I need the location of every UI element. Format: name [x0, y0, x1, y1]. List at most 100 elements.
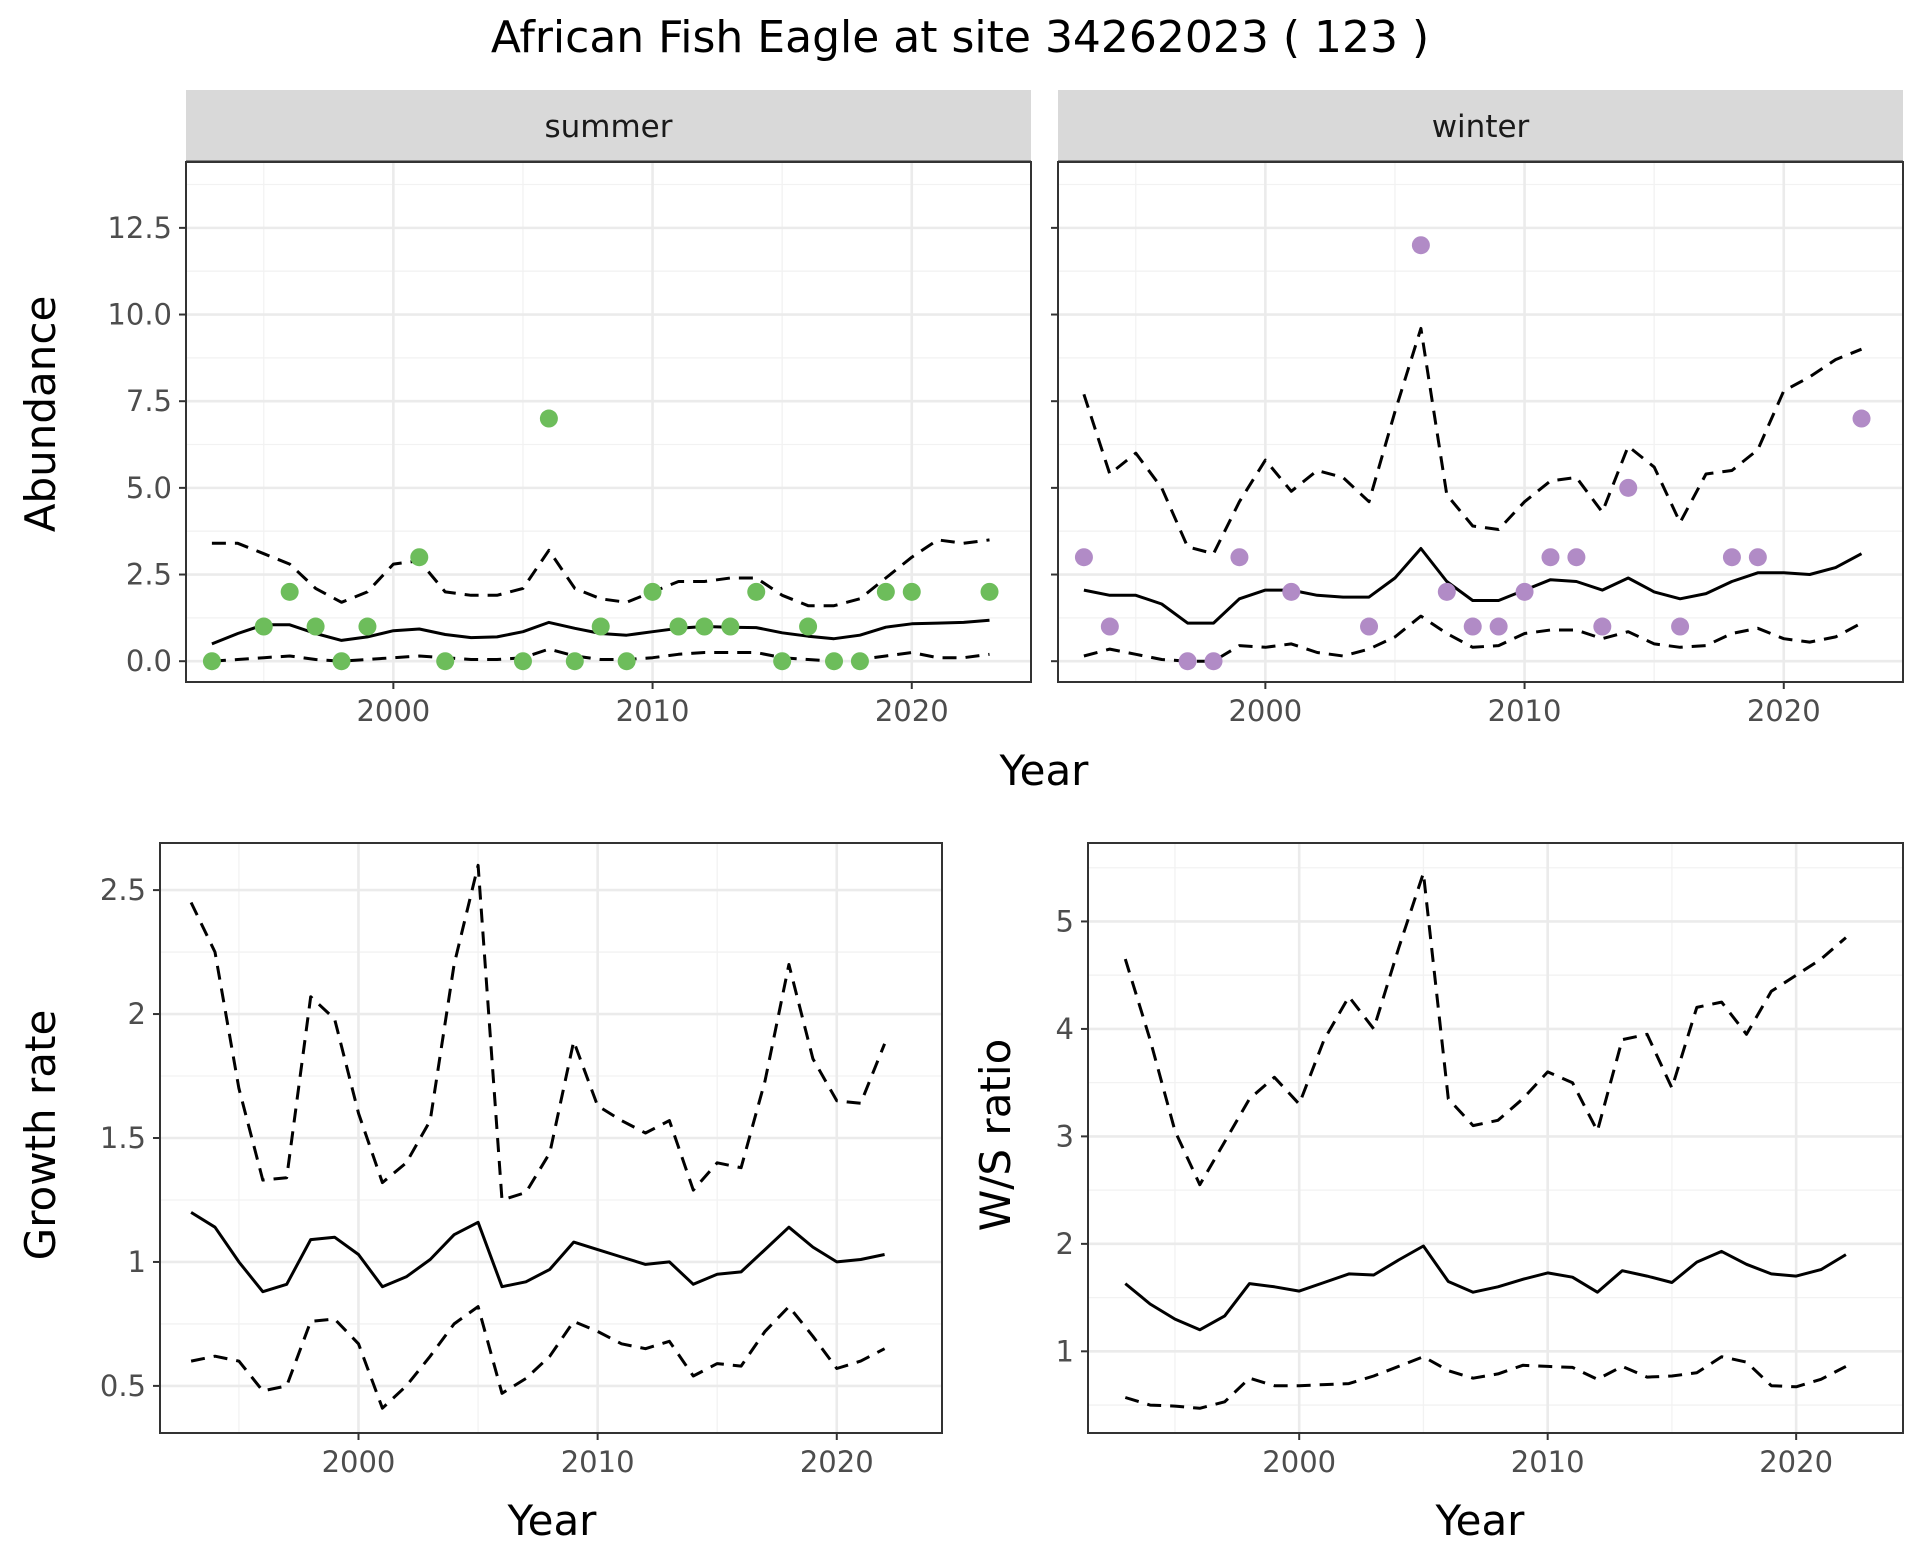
- winter-data-point: [1515, 582, 1534, 601]
- growth-rate-panel: 2000 2010 2020 0.5 1 1.5 2 2.5: [100, 842, 943, 1479]
- winter-data-point: [1722, 548, 1741, 567]
- ws-ratio-upper-line: [1123, 871, 1847, 1187]
- summer-panel-border: [185, 161, 1032, 683]
- winter-data-point: [1437, 582, 1456, 601]
- summer-data-point: [773, 652, 792, 671]
- winter-data-point: [1204, 652, 1223, 671]
- summer-x-tick-label: 2000: [356, 694, 430, 728]
- winter-data-point: [1852, 409, 1871, 428]
- winter-data-point: [1411, 236, 1430, 255]
- winter-data-point: [1230, 548, 1249, 567]
- growth-rate-x-tick-label: 2000: [322, 1445, 396, 1479]
- summer-data-point: [980, 582, 999, 601]
- ws-ratio-panel: 2000 2010 2020 1 2 3 4 5: [1056, 842, 1904, 1479]
- growth-rate-upper-line: [189, 863, 886, 1202]
- winter-x-tick-label: 2000: [1228, 694, 1302, 728]
- summer-data-point: [747, 582, 766, 601]
- summer-data-point: [902, 582, 921, 601]
- summer-data-point: [202, 652, 221, 671]
- summer-y-tick-label: 2.5: [126, 558, 172, 592]
- winter-data-point: [1541, 548, 1560, 567]
- winter-data-point: [1282, 582, 1301, 601]
- summer-data-point: [410, 548, 429, 567]
- facet-strip-summer: [186, 90, 1031, 162]
- winter-estimate-line: [1083, 547, 1863, 625]
- ws-ratio-panel-border: [1087, 842, 1904, 1434]
- winter-data-point: [1567, 548, 1586, 567]
- growth-rate-y-tick-label: 1.5: [100, 1121, 146, 1155]
- facet-label-winter: winter: [1432, 109, 1530, 145]
- summer-data-point: [799, 617, 818, 636]
- summer-data-point: [850, 652, 869, 671]
- ws-ratio-estimate-line: [1124, 1244, 1847, 1332]
- summer-data-point: [669, 617, 688, 636]
- summer-data-point: [876, 582, 895, 601]
- summer-data-point: [617, 652, 636, 671]
- ws-ratio-y-axis-title: W/S ratio: [971, 1039, 1020, 1232]
- growth-rate-y-tick-label: 1: [128, 1245, 146, 1279]
- ws-ratio-plot-area: [1088, 843, 1903, 1433]
- winter-data-point: [1748, 548, 1767, 567]
- growth-rate-y-axis-title: Growth rate: [16, 1010, 65, 1261]
- summer-y-tick-label: 7.5: [126, 384, 172, 418]
- winter-data-point: [1463, 617, 1482, 636]
- growth-rate-x-tick-label: 2020: [800, 1445, 874, 1479]
- growth-rate-x-tick-label: 2010: [561, 1445, 635, 1479]
- summer-data-point: [254, 617, 273, 636]
- abundance-y-axis-title: Abundance: [16, 296, 65, 533]
- winter-data-point: [1593, 617, 1612, 636]
- winter-data-point: [1671, 617, 1690, 636]
- summer-data-point: [513, 652, 532, 671]
- winter-x-tick-label: 2010: [1488, 694, 1562, 728]
- summer-data-point: [306, 617, 325, 636]
- summer-upper-line: [211, 538, 990, 608]
- summer-data-point: [825, 652, 844, 671]
- ws-ratio-y-tick-label: 1: [1056, 1334, 1074, 1368]
- summer-y-tick-label: 12.5: [107, 211, 172, 245]
- growth-rate-y-tick-label: 0.5: [100, 1369, 146, 1403]
- summer-data-point: [436, 652, 455, 671]
- summer-x-tick-label: 2020: [875, 694, 949, 728]
- summer-data-point: [643, 582, 662, 601]
- summer-y-tick-label: 5.0: [126, 471, 172, 505]
- winter-data-point: [1360, 617, 1379, 636]
- winter-x-tick-label: 2020: [1747, 694, 1821, 728]
- growth-rate-x-axis-title: Year: [507, 1496, 598, 1545]
- ws-ratio-y-tick-label: 3: [1056, 1119, 1074, 1153]
- facet-label-summer: summer: [544, 109, 672, 145]
- winter-data-point: [1489, 617, 1508, 636]
- summer-data-point: [539, 409, 558, 428]
- summer-data-point: [280, 582, 299, 601]
- summer-y-tick-label: 0.0: [126, 644, 172, 678]
- ws-ratio-y-tick-label: 5: [1056, 904, 1074, 938]
- facet-strip-winter: [1058, 90, 1903, 162]
- growth-rate-estimate-line: [190, 1211, 885, 1294]
- growth-rate-lower-line: [190, 1305, 886, 1410]
- abundance-panel-summer: summer 2000 2010 2020 0.0 2.5 5.0 7.5 10.0 12.5: [107, 90, 1032, 728]
- summer-y-tick-label: 10.0: [107, 298, 172, 332]
- ws-ratio-x-tick-label: 2020: [1759, 1445, 1833, 1479]
- winter-data-point: [1619, 478, 1638, 497]
- growth-rate-y-tick-label: 2: [128, 997, 146, 1031]
- winter-data-point: [1100, 617, 1119, 636]
- winter-data-point: [1074, 548, 1093, 567]
- summer-data-point: [565, 652, 584, 671]
- abundance-x-axis-title: Year: [999, 746, 1090, 795]
- ws-ratio-x-axis-title: Year: [1435, 1496, 1526, 1545]
- winter-lower-line: [1083, 614, 1863, 663]
- ws-ratio-y-tick-label: 4: [1056, 1012, 1074, 1046]
- summer-data-point: [358, 617, 377, 636]
- summer-data-point: [591, 617, 610, 636]
- winter-plot-area: [1058, 162, 1903, 682]
- summer-data-point: [721, 617, 740, 636]
- winter-upper-line: [1082, 326, 1863, 556]
- ws-ratio-y-tick-label: 2: [1056, 1227, 1074, 1261]
- winter-data-point: [1178, 652, 1197, 671]
- ws-ratio-x-tick-label: 2010: [1511, 1445, 1585, 1479]
- winter-panel-border: [1057, 161, 1904, 683]
- summer-data-point: [332, 652, 351, 671]
- chart-title: African Fish Eagle at site 34262023 ( 12…: [491, 12, 1429, 63]
- summer-plot-area: [186, 162, 1031, 682]
- summer-data-point: [695, 617, 714, 636]
